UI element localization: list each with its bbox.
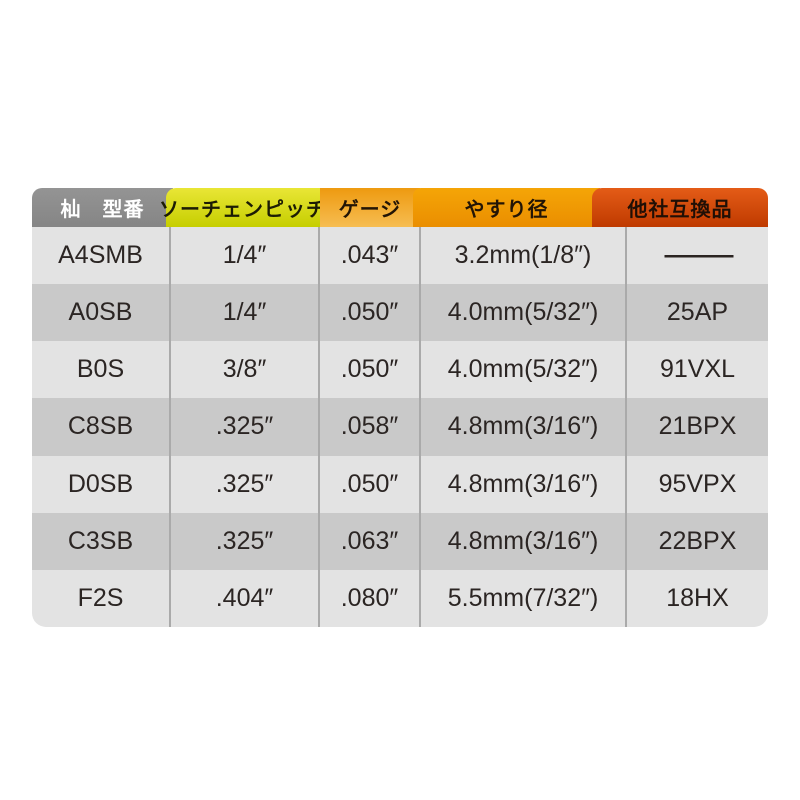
cell-model: A4SMB xyxy=(32,227,171,285)
cell-file: 4.8mm(3/16″) xyxy=(421,398,627,456)
cell-gauge: .043″ xyxy=(320,227,421,285)
table-row: A4SMB 1/4″ .043″ 3.2mm(1/8″) ——— xyxy=(32,227,768,285)
cell-pitch: .404″ xyxy=(171,569,320,627)
cell-compat: 91VXL xyxy=(659,355,736,384)
cell-model: F2S xyxy=(32,569,171,627)
cell-gauge: .058″ xyxy=(320,398,421,456)
header-model-number: 杣 型番 xyxy=(32,188,173,227)
cell-model: A0SB xyxy=(32,284,171,342)
header-gauge: ゲージ xyxy=(320,188,420,227)
table-row: F2S .404″ .080″ 5.5mm(7/32″) 18HX xyxy=(32,569,768,627)
header-compatible-products: 他社互換品 xyxy=(592,188,768,227)
cell-file: 3.2mm(1/8″) xyxy=(421,227,627,285)
table-header-row: 杣 型番 ソーチェンピッチ ゲージ やすり径 他社互換品 xyxy=(32,188,768,227)
cell-compat: 95VPX xyxy=(658,469,737,498)
cell-compat: 25AP xyxy=(666,298,729,327)
cell-file: 4.0mm(5/32″) xyxy=(421,341,627,399)
cell-gauge: .050″ xyxy=(320,284,421,342)
cell-pitch: .325″ xyxy=(171,398,320,456)
cell-compat: 21BPX xyxy=(658,412,737,441)
cell-gauge: .080″ xyxy=(320,569,421,627)
cell-file: 4.8mm(3/16″) xyxy=(421,455,627,513)
table-row: C8SB .325″ .058″ 4.8mm(3/16″) 21BPX xyxy=(32,398,768,456)
cell-pitch: .325″ xyxy=(171,512,320,570)
table-row: D0SB .325″ .050″ 4.8mm(3/16″) 95VPX xyxy=(32,455,768,513)
cell-model: C3SB xyxy=(32,512,171,570)
cell-model: D0SB xyxy=(32,455,171,513)
cell-pitch: 1/4″ xyxy=(171,284,320,342)
header-file-diameter: やすり径 xyxy=(413,188,600,227)
cell-model: B0S xyxy=(32,341,171,399)
cell-pitch: 1/4″ xyxy=(171,227,320,285)
table-row: A0SB 1/4″ .050″ 4.0mm(5/32″) 25AP xyxy=(32,284,768,342)
table-body: A4SMB 1/4″ .043″ 3.2mm(1/8″) ——— A0SB 1/… xyxy=(32,227,768,627)
cell-pitch: 3/8″ xyxy=(171,341,320,399)
cell-pitch: .325″ xyxy=(171,455,320,513)
cell-gauge: .050″ xyxy=(320,341,421,399)
cell-compat: 18HX xyxy=(666,583,729,612)
cell-file: 4.0mm(5/32″) xyxy=(421,284,627,342)
chain-spec-table: 杣 型番 ソーチェンピッチ ゲージ やすり径 他社互換品 A4SMB 1/4″ … xyxy=(32,188,768,627)
cell-model: C8SB xyxy=(32,398,171,456)
cell-file: 5.5mm(7/32″) xyxy=(421,569,627,627)
cell-gauge: .063″ xyxy=(320,512,421,570)
table-row: B0S 3/8″ .050″ 4.0mm(5/32″) 91VXL xyxy=(32,341,768,399)
table-row: C3SB .325″ .063″ 4.8mm(3/16″) 22BPX xyxy=(32,512,768,570)
cell-compat: 22BPX xyxy=(658,526,737,555)
cell-compat-none: ——— xyxy=(664,241,734,270)
cell-file: 4.8mm(3/16″) xyxy=(421,512,627,570)
header-saw-chain-pitch: ソーチェンピッチ xyxy=(159,188,326,227)
cell-gauge: .050″ xyxy=(320,455,421,513)
